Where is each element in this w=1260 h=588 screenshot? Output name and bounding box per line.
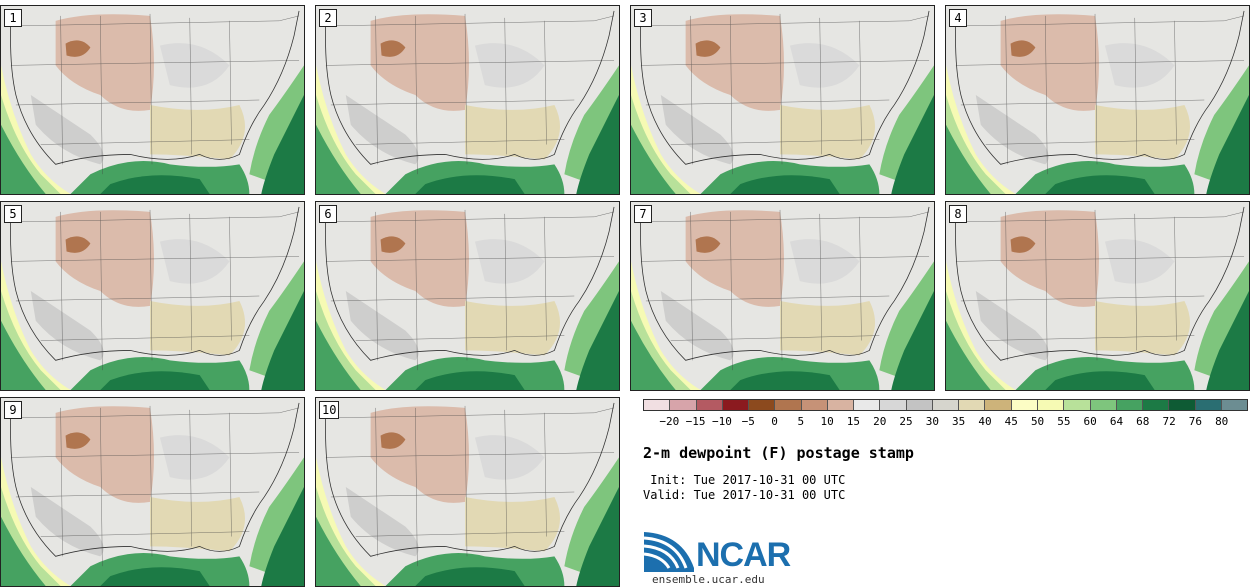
colorbar-swatch (722, 400, 750, 410)
colorbar-swatch (670, 400, 697, 410)
url-text: ensemble.ucar.edu (652, 573, 765, 586)
colorbar-tick-label: 76 (1188, 415, 1203, 428)
colorbar-tick-label: −10 (711, 415, 732, 428)
ensemble-panel-7: 7 (630, 201, 935, 391)
colorbar-tick-label: 20 (873, 415, 887, 428)
ensemble-panel-10: 10 (315, 397, 620, 587)
ensemble-panel-8: 8 (945, 201, 1250, 391)
panel-number: 8 (949, 205, 967, 223)
colorbar-swatch (985, 400, 1012, 410)
colorbar-tick-label: 25 (899, 415, 913, 428)
panel-number: 3 (634, 9, 652, 27)
colorbar-swatch (775, 400, 802, 410)
colorbar-tick-label: −5 (741, 415, 755, 428)
panel-number: 1 (4, 9, 22, 27)
colorbar-swatch (1064, 400, 1091, 410)
ensemble-panel-3: 3 (630, 5, 935, 195)
colorbar-swatch (827, 400, 855, 410)
init-time: Init: Tue 2017-10-31 00 UTC (643, 473, 846, 487)
colorbar-swatch (854, 400, 881, 410)
ensemble-panel-6: 6 (315, 201, 620, 391)
colorbar-swatch (644, 400, 671, 410)
valid-time: Valid: Tue 2017-10-31 00 UTC (643, 488, 846, 502)
chart-title: 2-m dewpoint (F) postage stamp (643, 444, 914, 462)
colorbar-tick-label: −20 (659, 415, 680, 428)
colorbar-swatch (906, 400, 933, 410)
colorbar-swatch (1195, 400, 1222, 410)
colorbar-swatch (696, 400, 723, 410)
colorbar-tick-label: 0 (771, 415, 778, 428)
colorbar-tick-label: 45 (1004, 415, 1018, 428)
ensemble-panel-2: 2 (315, 5, 620, 195)
colorbar-tick-label: 30 (925, 415, 939, 428)
colorbar-swatch (880, 400, 907, 410)
colorbar-swatch (1037, 400, 1065, 410)
ensemble-panel-4: 4 (945, 5, 1250, 195)
ensemble-panel-9: 9 (0, 397, 305, 587)
panel-number: 9 (4, 401, 22, 419)
ensemble-panel-5: 5 (0, 201, 305, 391)
colorbar-tick-label: 15 (846, 415, 861, 428)
colorbar-swatch (749, 400, 776, 410)
panel-number: 2 (319, 9, 337, 27)
colorbar-tick-label: 40 (978, 415, 992, 428)
colorbar-swatch (801, 400, 828, 410)
colorbar-swatch (932, 400, 960, 410)
colorbar-swatch (1116, 400, 1144, 410)
colorbar-swatch (1143, 400, 1170, 410)
ncar-logo-icon (643, 532, 694, 572)
colorbar-tick-label: 55 (1057, 415, 1071, 428)
colorbar (643, 399, 1248, 411)
colorbar-tick-label: 72 (1162, 415, 1176, 428)
colorbar-swatch (959, 400, 986, 410)
colorbar-tick-label: 64 (1109, 415, 1124, 428)
colorbar-tick-label: 5 (797, 415, 805, 428)
panel-number: 10 (319, 401, 340, 419)
colorbar-tick-label: 60 (1083, 415, 1097, 428)
colorbar-tick-label: 50 (1030, 415, 1045, 428)
colorbar-tick-label: 35 (952, 415, 966, 428)
colorbar-tick-label: 80 (1215, 415, 1229, 428)
colorbar-legend: −20 −15 −10 −5 0 5 10 15 20 25 30 35 40 45 50 55 60 64 68 7… (643, 399, 1248, 433)
colorbar-swatch (1221, 400, 1248, 410)
panel-number: 5 (4, 205, 22, 223)
colorbar-tick-label: −15 (685, 415, 706, 428)
panel-number: 7 (634, 205, 652, 223)
colorbar-tick-label: 10 (820, 415, 834, 428)
ensemble-panel-1: 1 (0, 5, 305, 195)
panel-number: 4 (949, 9, 967, 27)
panel-number: 6 (319, 205, 337, 223)
colorbar-swatch (1090, 400, 1117, 410)
colorbar-swatch (1169, 400, 1196, 410)
colorbar-swatch (1011, 400, 1038, 410)
logo-text: NCAR (696, 536, 791, 574)
colorbar-tick-label: 68 (1136, 415, 1150, 428)
